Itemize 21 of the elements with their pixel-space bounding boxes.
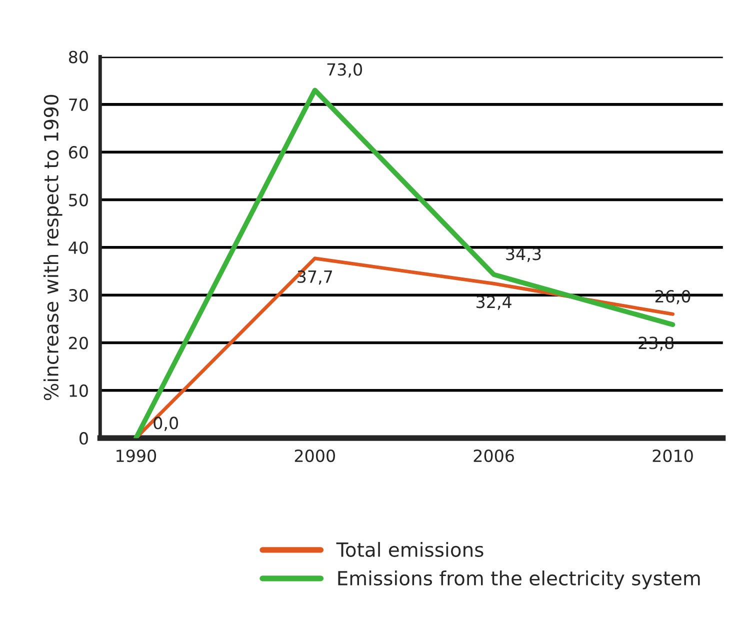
x-tick-label: 2010 <box>652 449 693 462</box>
y-tick-label: 0 <box>80 432 88 445</box>
legend-label: Total emissions <box>336 542 484 557</box>
data-label: 73,0 <box>327 63 362 78</box>
y-tick-label: 50 <box>69 194 88 206</box>
x-tick-label: 2000 <box>294 449 335 462</box>
y-tick-label: 40 <box>68 241 88 254</box>
y-tick-label: 80 <box>68 50 88 64</box>
x-tick-label: 1990 <box>116 449 156 462</box>
legend-label: Emissions from the electricity system <box>338 570 700 590</box>
y-tick-label: 70 <box>69 98 88 111</box>
data-label: 0,0 <box>154 416 178 431</box>
y-tick-label: 60 <box>68 146 88 159</box>
y-tick-label: 10 <box>70 384 88 397</box>
y-tick-label: 30 <box>69 289 88 302</box>
y-axis-title: %increase with respect to 1990 <box>43 94 62 400</box>
data-label: 34,3 <box>506 248 541 262</box>
data-label: 37,7 <box>298 270 332 285</box>
data-label: 32,4 <box>476 296 512 310</box>
x-tick-label: 2006 <box>474 449 514 462</box>
y-tick-label: 20 <box>69 336 88 350</box>
